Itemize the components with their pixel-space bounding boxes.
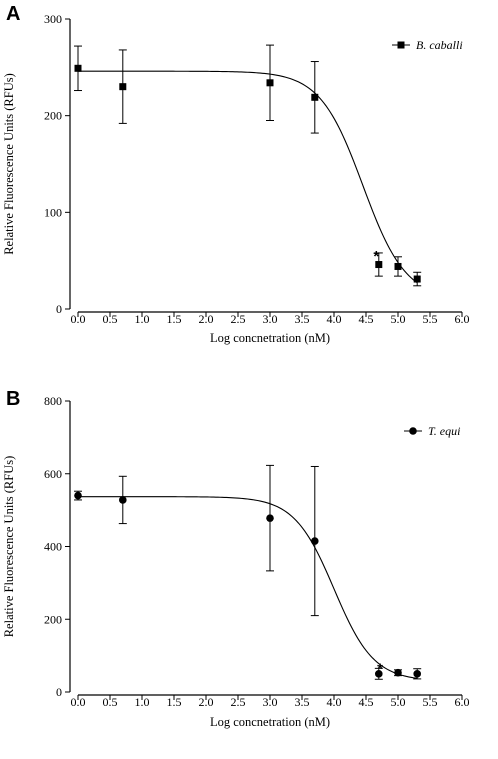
- x-tick-label: 5.5: [423, 312, 438, 326]
- x-tick-label: 4.0: [327, 312, 342, 326]
- y-tick-label: 100: [44, 205, 62, 219]
- x-tick-label: 0.0: [71, 312, 86, 326]
- panel-a: A 0 100 200 300 0.0 0.5 1.0 1.5 2.0 2.5 3.0 3.5 4.0 4.…: [2, 3, 470, 345]
- x-tick-label: 2.0: [199, 695, 214, 709]
- x-tick-label: 3.0: [263, 312, 278, 326]
- x-axis-title: Log concnetration (nM): [210, 715, 330, 729]
- data-point-circle: [119, 496, 127, 504]
- x-tick-label: 4.5: [359, 312, 374, 326]
- x-tick-label: 2.5: [231, 312, 246, 326]
- x-tick-label: 6.0: [455, 312, 470, 326]
- x-axis-title: Log concnetration (nM): [210, 331, 330, 345]
- y-axis-title: Relative Fluorescence Units (RFUs): [2, 456, 16, 638]
- data-point-square: [74, 64, 82, 72]
- fit-curve: [78, 496, 418, 679]
- data-point-square: [266, 79, 274, 87]
- x-tick-label: 0.5: [103, 695, 118, 709]
- data-point-circle: [311, 537, 319, 545]
- data-point-square: [394, 262, 402, 270]
- panel-b: B 0 200 400 600 800 0.0 0.5 1.0 1.5 2.0 2.5 3.0 3.5 4.…: [2, 388, 470, 729]
- x-tick-label: 5.0: [391, 695, 406, 709]
- significance-asterisk: *: [377, 660, 383, 677]
- x-tick-label: 0.5: [103, 312, 118, 326]
- y-tick-label: 600: [44, 467, 62, 481]
- x-tick-label: 1.0: [135, 695, 150, 709]
- x-tick-label: 0.0: [71, 695, 86, 709]
- fit-curve: [78, 70, 418, 284]
- x-tick-label: 1.0: [135, 312, 150, 326]
- data-point-circle: [375, 670, 383, 678]
- y-tick-label: 200: [44, 109, 62, 123]
- y-tick-label: 0: [56, 302, 62, 316]
- x-tick-label: 5.0: [391, 312, 406, 326]
- data-point-circle: [394, 668, 402, 677]
- x-tick-label: 2.5: [231, 695, 246, 709]
- x-tick-label: 4.0: [327, 695, 342, 709]
- y-tick-label: 200: [44, 612, 62, 626]
- panel-letter: B: [6, 388, 20, 410]
- y-tick-label: 400: [44, 540, 62, 554]
- x-tick-label: 1.5: [167, 695, 182, 709]
- panel-letter: A: [6, 3, 20, 25]
- x-tick-label: 3.5: [295, 312, 310, 326]
- legend-marker-circle: [409, 427, 417, 435]
- data-point-circle: [74, 491, 82, 500]
- significance-asterisk: *: [373, 248, 379, 265]
- x-tick-label: 5.5: [423, 695, 438, 709]
- y-tick-label: 0: [56, 685, 62, 699]
- x-tick-label: 6.0: [455, 695, 470, 709]
- data-point-square: [413, 275, 421, 283]
- x-tick-label: 2.0: [199, 312, 214, 326]
- y-axis-title: Relative Fluorescence Units (RFUs): [2, 73, 16, 255]
- data-point-circle: [266, 514, 274, 522]
- data-point-square: [119, 83, 127, 91]
- data-point-circle: [413, 670, 422, 678]
- legend-label: T. equi: [428, 424, 460, 438]
- y-tick-label: 300: [44, 12, 62, 26]
- data-point-square: [375, 261, 383, 269]
- x-tick-label: 3.5: [295, 695, 310, 709]
- legend-marker-square: [397, 41, 405, 49]
- data-point-square: [311, 93, 319, 101]
- x-tick-label: 1.5: [167, 312, 182, 326]
- legend-label: B. caballi: [416, 38, 463, 52]
- y-tick-label: 800: [44, 394, 62, 408]
- x-tick-label: 4.5: [359, 695, 374, 709]
- x-tick-label: 3.0: [263, 695, 278, 709]
